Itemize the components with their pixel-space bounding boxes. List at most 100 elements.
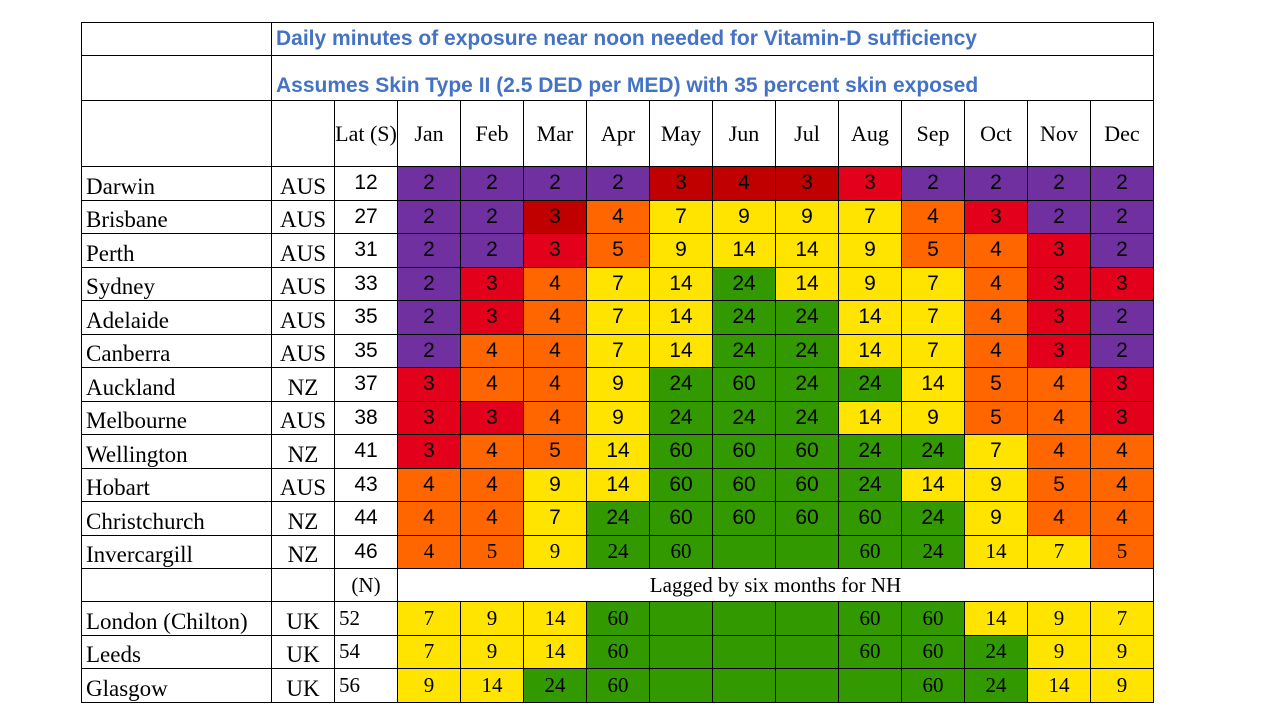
heat-cell: 24 <box>775 367 839 402</box>
heat-cell: 14 <box>460 668 524 703</box>
heat-cell: 60 <box>649 467 713 502</box>
heat-cell: 14 <box>775 266 839 301</box>
heat-cell: 7 <box>586 333 650 368</box>
table-row: Glasgow UK 56 9 14 24 60 60 24 14 9 <box>81 668 1154 703</box>
city-name: Perth <box>81 233 272 268</box>
city-name: Darwin <box>81 166 272 201</box>
heat-cell: 4 <box>460 501 524 536</box>
heat-cell: 4 <box>460 434 524 469</box>
latitude-value: 27 <box>334 199 398 234</box>
latitude-value: 33 <box>334 266 398 301</box>
heat-cell: 60 <box>586 601 650 636</box>
heat-cell: 14 <box>712 233 776 268</box>
table-row: Invercargill NZ 46 4 5 9 24 60 60 24 14 7 5 <box>81 534 1154 569</box>
heat-cell: 14 <box>586 434 650 469</box>
city-name: Auckland <box>81 367 272 402</box>
heat-cell: 24 <box>712 400 776 435</box>
heat-cell: 24 <box>712 266 776 301</box>
heat-cell: 9 <box>838 266 902 301</box>
heat-cell: 24 <box>838 434 902 469</box>
table-row: Brisbane AUS 27 2 2 3 4 7 9 9 7 4 3 2 2 <box>81 199 1154 234</box>
heat-cell: 14 <box>838 300 902 335</box>
latitude-value: 38 <box>334 400 398 435</box>
heat-cell: 14 <box>523 634 587 669</box>
heat-cell: 3 <box>523 233 587 268</box>
heat-cell: 3 <box>1027 266 1091 301</box>
heat-cell: 4 <box>523 300 587 335</box>
heat-cell: 4 <box>1027 434 1091 469</box>
latitude-value: 43 <box>334 467 398 502</box>
table-row: Melbourne AUS 38 3 3 4 9 24 24 24 14 9 5 4 3 <box>81 400 1154 435</box>
heat-cell: 4 <box>397 467 461 502</box>
heat-cell: 60 <box>649 501 713 536</box>
table-row: Christchurch NZ 44 4 4 7 24 60 60 60 60 24 9 4 4 <box>81 501 1154 536</box>
heat-cell: 2 <box>1090 300 1154 335</box>
heat-cell: 9 <box>649 233 713 268</box>
heat-cell: 2 <box>1090 333 1154 368</box>
heat-cell: 3 <box>460 400 524 435</box>
heat-cell: 9 <box>460 634 524 669</box>
latitude-value: 44 <box>334 501 398 536</box>
heat-cell: 9 <box>586 367 650 402</box>
table-row: Darwin AUS 12 2 2 2 2 3 4 3 3 2 2 2 2 <box>81 166 1154 201</box>
latitude-value: 12 <box>334 166 398 201</box>
city-name: Sydney <box>81 266 272 301</box>
heat-cell: 2 <box>397 266 461 301</box>
blank-cell <box>271 568 335 602</box>
table-row: Canberra AUS 35 2 4 4 7 14 24 24 14 7 4 3 2 <box>81 333 1154 368</box>
heat-cell: 4 <box>1090 467 1154 502</box>
latitude-value: 54 <box>334 634 398 669</box>
country-code: AUS <box>271 233 335 268</box>
city-name: Melbourne <box>81 400 272 435</box>
month-header: Oct <box>964 100 1028 167</box>
city-name: London (Chilton) <box>81 601 272 636</box>
heat-cell: 24 <box>775 333 839 368</box>
heat-cell: 7 <box>649 199 713 234</box>
heat-cell: 7 <box>397 634 461 669</box>
heat-cell: 5 <box>964 400 1028 435</box>
month-header: Dec <box>1090 100 1154 167</box>
heat-cell: 5 <box>901 233 965 268</box>
heat-cell: 14 <box>964 601 1028 636</box>
heat-cell: 9 <box>712 199 776 234</box>
country-code: AUS <box>271 333 335 368</box>
country-code: AUS <box>271 467 335 502</box>
heat-cell: 24 <box>964 634 1028 669</box>
heat-cell: 2 <box>397 300 461 335</box>
heat-cell: 24 <box>523 668 587 703</box>
heat-cell: 14 <box>523 601 587 636</box>
heat-cell: 60 <box>838 501 902 536</box>
lag-note: Lagged by six months for NH <box>397 568 1154 602</box>
heat-cell: 2 <box>460 166 524 201</box>
country-code: AUS <box>271 400 335 435</box>
heat-cell: 4 <box>901 199 965 234</box>
heat-cell: 24 <box>586 534 650 569</box>
table-row: Adelaide AUS 35 2 3 4 7 14 24 24 14 7 4 3 2 <box>81 300 1154 335</box>
heat-cell: 24 <box>649 367 713 402</box>
heat-cell: 2 <box>460 233 524 268</box>
heat-cell <box>775 601 839 636</box>
heat-cell: 7 <box>901 333 965 368</box>
heat-cell: 24 <box>775 300 839 335</box>
heat-cell: 3 <box>397 434 461 469</box>
heat-cell: 4 <box>1027 501 1091 536</box>
blank-cell <box>81 55 272 101</box>
city-name: Adelaide <box>81 300 272 335</box>
heat-cell: 14 <box>649 266 713 301</box>
lat-header: Lat (S) <box>334 100 398 167</box>
heat-cell <box>649 601 713 636</box>
heat-cell <box>712 601 776 636</box>
country-code: UK <box>271 601 335 636</box>
heat-cell: 2 <box>901 166 965 201</box>
heat-cell: 14 <box>901 467 965 502</box>
heat-cell: 2 <box>1027 166 1091 201</box>
heat-cell: 4 <box>523 367 587 402</box>
heat-cell: 5 <box>1090 534 1154 569</box>
heat-cell: 3 <box>1090 266 1154 301</box>
heat-cell: 2 <box>1027 199 1091 234</box>
heat-cell: 9 <box>523 534 587 569</box>
heat-cell: 9 <box>1090 634 1154 669</box>
heat-cell: 3 <box>460 300 524 335</box>
heat-cell: 5 <box>964 367 1028 402</box>
heat-cell: 60 <box>712 367 776 402</box>
